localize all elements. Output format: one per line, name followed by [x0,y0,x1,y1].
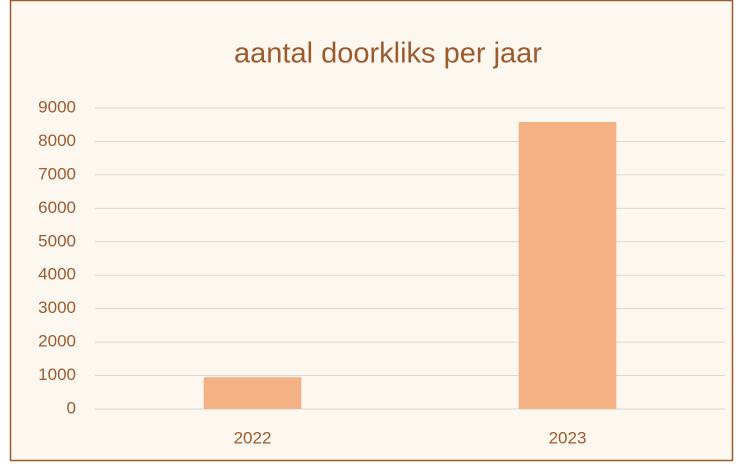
y-tick-label: 3000 [38,298,76,317]
chart-title: aantal doorkliks per jaar [234,38,542,70]
y-tick-label: 9000 [38,97,76,116]
y-tick-label: 6000 [38,198,76,217]
x-tick-label: 2022 [234,428,272,447]
x-tick-label: 2023 [549,428,587,447]
y-tick-label: 2000 [38,332,76,351]
bar [518,122,617,410]
y-tick-label: 8000 [38,131,76,150]
y-tick-label: 1000 [38,365,76,384]
y-tick-label: 0 [67,398,76,417]
y-tick-label: 4000 [38,265,76,284]
y-tick-label: 5000 [38,231,76,250]
y-tick-label: 7000 [38,164,76,183]
bar [203,377,302,409]
